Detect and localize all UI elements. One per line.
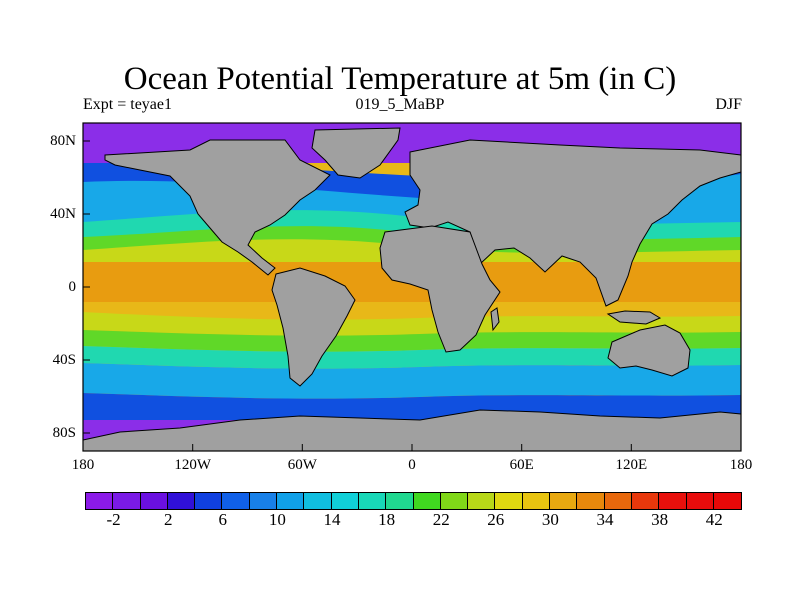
colorbar-cell (468, 493, 496, 509)
band-cool-south (83, 363, 741, 399)
tick-marks (82, 140, 742, 451)
colorbar-label: -2 (106, 510, 121, 529)
colorbar-cell (277, 493, 305, 509)
colorbar-cell (195, 493, 223, 509)
colorbar-cell (167, 493, 196, 509)
band-mild-south (83, 346, 741, 369)
colorbar-cell (413, 493, 441, 509)
colorbar-cell (304, 493, 332, 509)
colorbar-cell (140, 493, 168, 509)
colorbar-cell (222, 493, 250, 509)
colorbar-label: 6 (218, 510, 228, 529)
colorbar-label: 34 (596, 510, 614, 529)
colorbar (85, 492, 743, 510)
lon-label-120e: 120E (615, 457, 648, 473)
colorbar-cell (550, 493, 578, 509)
africa (379, 225, 501, 353)
colorbar-label: 26 (487, 510, 505, 529)
colorbar-cell (522, 493, 551, 509)
band-warm-south (83, 312, 741, 336)
lat-label-40s: 40S (52, 352, 76, 368)
lat-label-0: 0 (68, 279, 77, 295)
band-temperate-south (83, 330, 741, 352)
lat-label-40n: 40N (50, 206, 76, 222)
lat-label-80s: 80S (52, 425, 76, 441)
landmasses (83, 127, 741, 451)
colorbar-label: 2 (163, 510, 173, 529)
colorbar-cell (659, 493, 687, 509)
colorbar-cell (331, 493, 359, 509)
lon-label-60w: 60W (287, 457, 317, 473)
europe-asia (404, 139, 741, 307)
colorbar-cell (113, 493, 141, 509)
north-america (104, 139, 331, 276)
indonesia (606, 310, 662, 325)
colorbar-label: 10 (268, 510, 286, 529)
colorbar-cell (577, 493, 605, 509)
chart-title: Ocean Potential Temperature at 5m (in C) (123, 61, 677, 97)
colorbar-cell (495, 493, 523, 509)
antarctica (83, 409, 741, 451)
lon-label-180w: 180 (71, 457, 95, 473)
colorbar-cell (440, 493, 469, 509)
colorbar-cell (686, 493, 714, 509)
lon-label-60e: 60E (509, 457, 534, 473)
colorbar-cell (604, 493, 632, 509)
colorbar-label: 14 (323, 510, 341, 529)
colorbar-label: 22 (432, 510, 450, 529)
lon-label-180e: 180 (729, 457, 753, 473)
lon-label-0: 0 (408, 457, 416, 473)
lon-label-120w: 120W (174, 457, 212, 473)
period-label: 019_5_MaBP (355, 96, 445, 113)
season-label: DJF (715, 96, 742, 113)
experiment-label: Expt = teyae1 (83, 96, 172, 113)
lat-label-80n: 80N (50, 133, 76, 149)
colorbar-label: 30 (541, 510, 559, 529)
colorbar-cell (713, 493, 742, 509)
madagascar (490, 307, 500, 332)
colorbar-label: 18 (378, 510, 396, 529)
colorbar-cell (631, 493, 660, 509)
greenland (311, 127, 401, 179)
colorbar-cell (86, 493, 114, 509)
colorbar-cell (386, 493, 414, 509)
australia (607, 324, 691, 377)
colorbar-label: 42 (705, 510, 723, 529)
colorbar-cell (249, 493, 278, 509)
south-america (271, 267, 356, 387)
colorbar-cell (358, 493, 387, 509)
colorbar-label: 38 (651, 510, 669, 529)
